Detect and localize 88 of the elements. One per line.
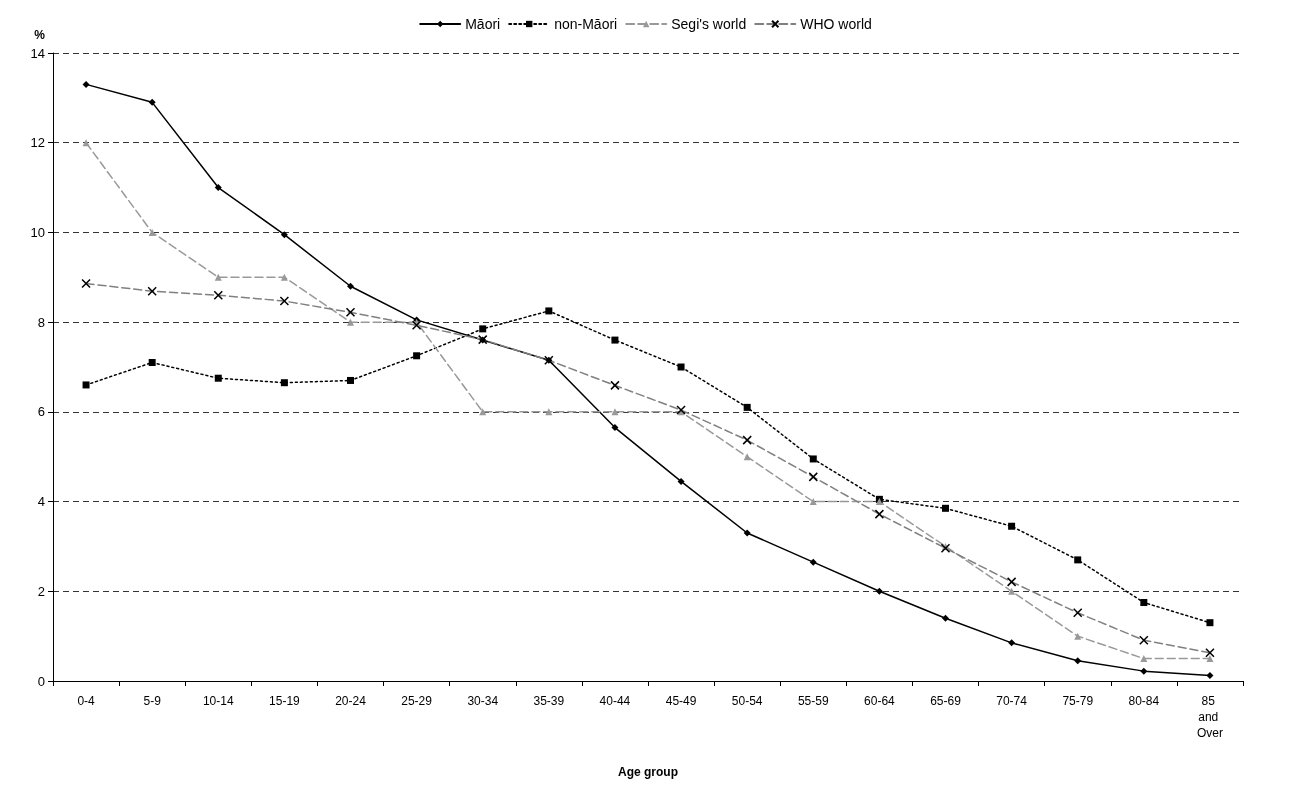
point [611,336,619,344]
x-tick-label: 10-14 [202,694,234,708]
y-tick-label: 2 [37,583,45,599]
point [280,379,288,387]
x-tick-label: 70-74 [996,694,1028,708]
x-tick-label: 15-19 [269,694,301,708]
legend-label: WHO world [800,16,872,32]
x-tick-label: 35-39 [533,694,565,708]
point [1074,657,1082,665]
x-tick-label: 0-4 [77,694,96,708]
point [1006,577,1017,587]
point [82,80,90,88]
y-tick-label: 6 [37,404,45,420]
legend-label: non-Māori [554,16,618,32]
point [279,296,290,306]
x-tick-label: 55-59 [797,694,829,708]
point [347,376,354,384]
x-tick-label: 50-54 [731,694,763,708]
x-tick-label: 25-29 [401,694,433,708]
point [479,325,487,333]
point [1140,667,1148,675]
point [81,278,91,289]
point [411,320,422,331]
point [1140,599,1148,606]
point [1008,587,1016,595]
point [148,228,156,236]
x-tick-label: 60-64 [864,694,896,708]
x-tick-label: 20-24 [335,694,367,708]
point [345,307,356,318]
x-tick-label: 40-44 [599,694,631,708]
point [545,307,553,315]
x-tick-label: 75-79 [1062,694,1094,708]
point [1139,635,1149,645]
x-tick-label: 30-34 [467,694,499,708]
x-tick-label: 5-9 [143,694,162,708]
point [1206,619,1214,627]
x-axis-title: Age group [618,765,678,779]
x-tick-label: 65-69 [930,694,962,708]
y-tick-label: 4 [37,494,45,510]
y-tick-label: 10 [30,224,45,240]
point [1074,632,1082,640]
point [147,286,157,296]
point [743,403,751,411]
point [214,273,222,281]
legend-label: Segi's world [671,16,747,32]
point [148,359,156,367]
y-tick-label: 14 [30,45,45,61]
y-tick-label: 0 [37,673,45,689]
legend-label: Māori [465,16,501,32]
x-tick-label: 85 and Over [1196,694,1223,740]
point [942,504,949,512]
x-tick-label: 45-49 [665,694,697,708]
point [677,477,685,485]
point [610,380,620,391]
point [347,318,354,326]
point [808,472,819,482]
point [743,529,751,537]
point [214,184,222,192]
point [347,282,354,290]
point [1205,647,1215,658]
point [1008,639,1016,647]
point [942,614,949,622]
point [82,381,90,389]
x-tick-label: 80-84 [1128,694,1160,708]
point [1206,655,1214,663]
point [611,408,619,416]
point [874,509,885,519]
point [611,424,619,432]
point [1140,655,1148,663]
point [82,139,90,147]
point [809,455,817,463]
point [214,374,222,382]
point [1206,672,1214,680]
point [148,98,156,106]
point [280,231,288,239]
y-axis-title: % [34,28,46,42]
y-tick-label: 12 [30,135,45,151]
point [213,290,224,300]
point [742,435,752,445]
point [280,273,288,281]
point [1008,522,1016,530]
point [677,363,685,371]
point [1072,608,1083,618]
point [875,587,883,595]
point [809,558,817,566]
y-tick-label: 8 [37,314,45,330]
point [413,352,421,360]
point [1074,556,1082,564]
